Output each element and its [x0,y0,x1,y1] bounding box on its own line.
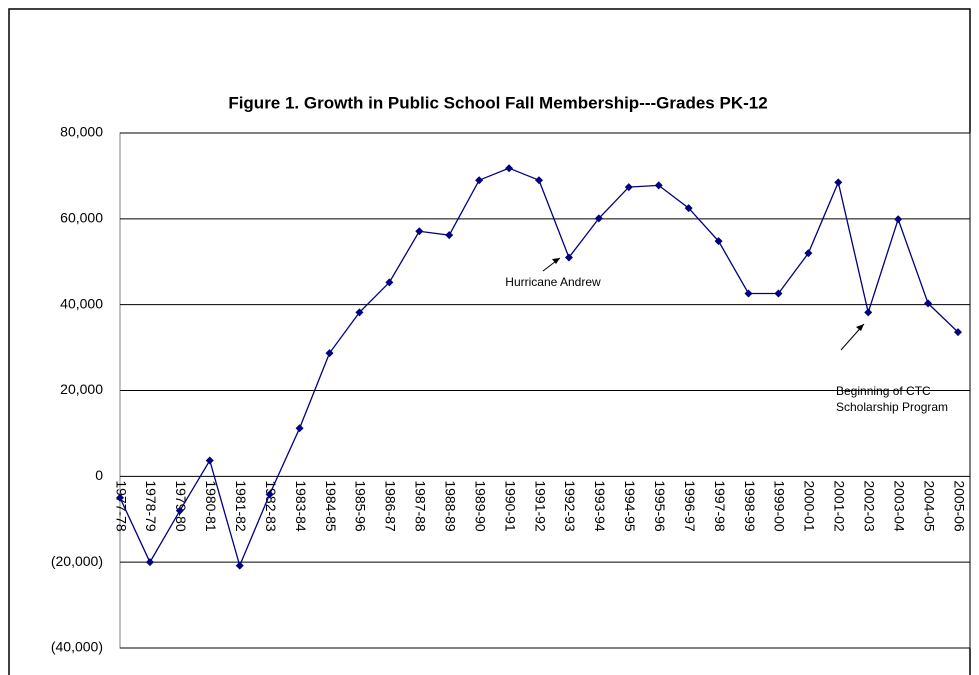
annotation: Scholarship Program [836,400,948,414]
x-tick-label: 1993-94 [592,480,608,532]
x-tick-label: 1995-96 [652,480,668,532]
x-tick-label: 1979-80 [173,480,189,532]
x-tick-label: 1989-90 [472,480,488,532]
marker [295,424,304,433]
x-tick-label: 1981-82 [233,480,249,532]
marker [894,215,903,224]
x-tick-label: 2000-01 [802,480,818,532]
annotation-arrowhead [856,324,864,331]
marker [834,178,843,187]
x-tick-label: 1980-81 [203,480,219,532]
y-tick-label: 60,000 [60,210,103,226]
annotation: Beginning of CTC [836,384,931,398]
marker [385,278,394,287]
x-tick-label: 1992-93 [562,480,578,532]
marker [355,308,364,317]
annotation-arrowhead [552,258,560,264]
marker [654,181,663,190]
x-tick-label: 1985-96 [353,480,369,532]
x-tick-label: 1988-89 [443,480,459,532]
marker [415,227,424,236]
marker [325,349,334,358]
x-tick-label: 1983-84 [293,480,309,532]
marker [235,561,244,570]
x-tick-label: 1984-85 [323,480,339,532]
y-tick-label: 80,000 [60,124,103,140]
marker [535,176,543,185]
x-tick-label: 1996-97 [682,480,698,532]
x-tick-label: 1994-95 [622,480,638,532]
x-tick-label: 1991-92 [532,480,548,532]
marker [804,249,813,258]
x-tick-label: 1998-99 [742,480,758,532]
marker [864,308,873,317]
marker [774,289,783,298]
x-tick-label: 1999-00 [772,480,788,532]
x-tick-label: 2004-05 [921,480,937,532]
y-tick-label: 0 [95,467,103,483]
marker [145,558,154,567]
marker [714,237,723,246]
chart-title: Figure 1. Growth in Public School Fall M… [228,93,767,112]
marker [924,299,933,308]
marker [594,214,603,223]
marker [564,253,573,262]
y-tick-label: 20,000 [60,381,103,397]
marker [954,328,962,337]
marker [175,506,184,515]
x-tick-label: 2002-03 [862,480,878,532]
marker [445,231,454,240]
x-tick-label: 1990-91 [502,480,518,532]
x-tick-label: 2001-02 [832,480,848,532]
marker [116,493,124,502]
marker [744,289,753,298]
marker [624,183,633,192]
marker [684,204,693,213]
x-tick-label: 1987-88 [413,480,429,532]
annotation: Hurricane Andrew [505,275,601,289]
y-tick-label: 40,000 [60,295,103,311]
x-tick-label: 1986-87 [383,480,399,532]
marker [265,490,274,499]
y-tick-label: (40,000) [51,639,103,655]
x-tick-label: 1997-98 [712,480,728,532]
x-tick-label: 2003-04 [891,480,907,532]
marker [475,176,484,185]
marker [505,164,514,173]
x-tick-label: 1978-79 [143,480,159,532]
marker [205,456,214,465]
y-tick-label: (20,000) [51,553,103,569]
x-tick-label: 2005-06 [951,480,967,532]
x-tick-label: 1977-78 [113,480,129,532]
